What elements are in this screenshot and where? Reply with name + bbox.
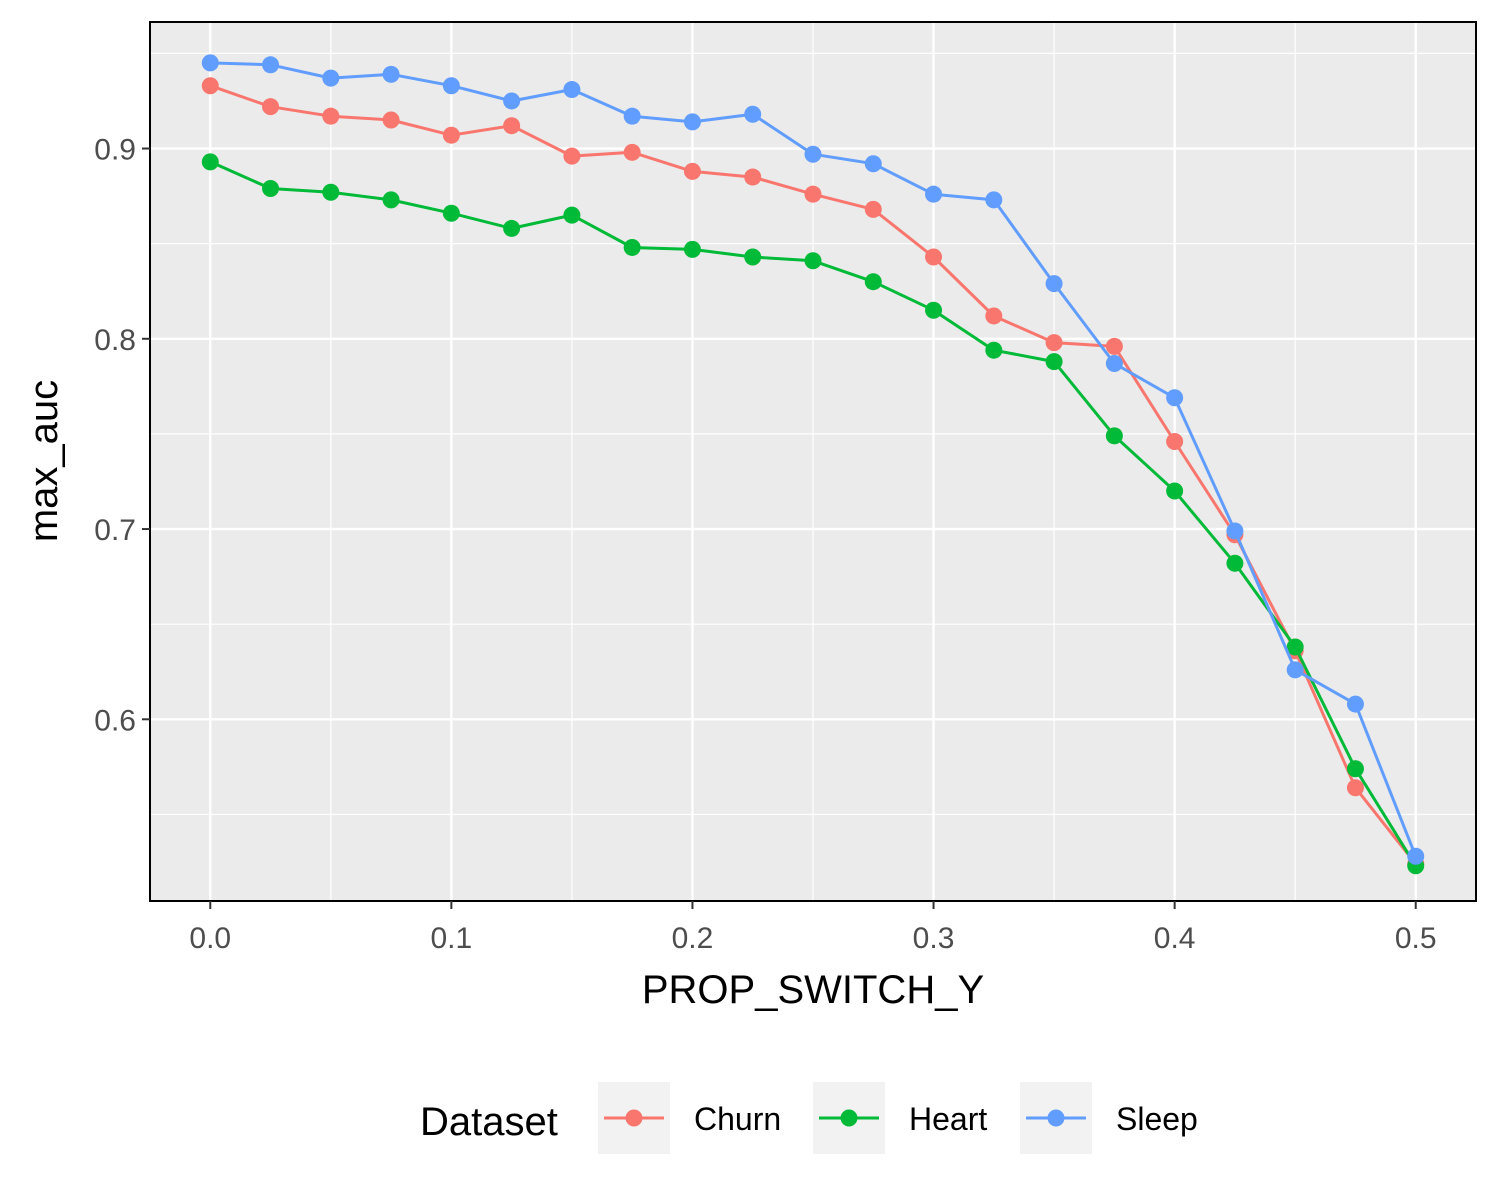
x-tick-label: 0.0 bbox=[189, 922, 231, 955]
data-point-churn bbox=[744, 168, 762, 186]
data-point-sleep bbox=[623, 107, 641, 125]
y-tick-label: 0.9 bbox=[94, 134, 136, 167]
data-point-heart bbox=[683, 240, 701, 258]
data-point-heart bbox=[1045, 353, 1063, 371]
data-point-churn bbox=[262, 98, 280, 116]
data-point-heart bbox=[1346, 760, 1364, 778]
data-point-heart bbox=[442, 204, 460, 222]
data-point-churn bbox=[1105, 337, 1123, 355]
y-axis-title: max_auc bbox=[22, 380, 66, 542]
data-point-churn bbox=[804, 185, 822, 203]
data-point-sleep bbox=[1407, 847, 1425, 865]
data-point-heart bbox=[985, 341, 1003, 359]
data-point-heart bbox=[503, 219, 521, 237]
data-point-heart bbox=[201, 153, 219, 171]
x-tick-label: 0.1 bbox=[431, 922, 473, 955]
x-tick-label: 0.5 bbox=[1395, 922, 1437, 955]
y-tick-label: 0.6 bbox=[94, 704, 136, 737]
data-point-heart bbox=[1286, 638, 1304, 656]
data-point-heart bbox=[925, 301, 943, 319]
data-point-churn bbox=[1045, 334, 1063, 352]
data-point-sleep bbox=[1105, 355, 1123, 373]
data-point-sleep bbox=[563, 81, 581, 99]
data-point-churn bbox=[925, 248, 943, 266]
data-point-heart bbox=[1166, 482, 1184, 500]
series-sleep bbox=[201, 54, 1425, 865]
data-point-heart bbox=[382, 191, 400, 209]
data-point-heart bbox=[1105, 427, 1123, 445]
data-point-sleep bbox=[201, 54, 219, 72]
data-point-churn bbox=[985, 307, 1003, 325]
x-tick-label: 0.3 bbox=[913, 922, 955, 955]
legend-item-churn: Churn bbox=[598, 1082, 781, 1154]
x-tick-label: 0.2 bbox=[672, 922, 714, 955]
series-layer bbox=[201, 54, 1425, 875]
data-point-sleep bbox=[864, 155, 882, 173]
axis-ticks: 0.0 0.1 0.2 0.3 0.4 0.5 0.6 0.7 0.8 0.9 bbox=[94, 134, 1436, 955]
data-point-sleep bbox=[1045, 275, 1063, 293]
data-point-churn bbox=[322, 107, 340, 125]
legend-label-sleep: Sleep bbox=[1116, 1101, 1198, 1137]
y-tick-label: 0.8 bbox=[94, 324, 136, 357]
data-point-heart bbox=[623, 238, 641, 256]
data-point-churn bbox=[1346, 779, 1364, 797]
legend-key-point-sleep bbox=[1047, 1109, 1065, 1127]
data-point-sleep bbox=[503, 92, 521, 110]
data-point-churn bbox=[683, 162, 701, 180]
data-point-sleep bbox=[1346, 695, 1364, 713]
legend: Dataset Churn Heart Sleep bbox=[420, 1082, 1198, 1154]
data-point-heart bbox=[864, 273, 882, 291]
data-point-heart bbox=[563, 206, 581, 224]
legend-item-sleep: Sleep bbox=[1020, 1082, 1198, 1154]
data-point-sleep bbox=[322, 69, 340, 87]
series-heart bbox=[201, 153, 1425, 875]
legend-item-heart: Heart bbox=[813, 1082, 987, 1154]
data-point-sleep bbox=[382, 65, 400, 83]
series-churn bbox=[201, 77, 1425, 873]
data-point-churn bbox=[382, 111, 400, 129]
data-point-sleep bbox=[744, 105, 762, 123]
data-point-sleep bbox=[925, 185, 943, 203]
data-point-churn bbox=[864, 200, 882, 218]
data-point-sleep bbox=[804, 145, 822, 163]
legend-title: Dataset bbox=[420, 1100, 558, 1144]
data-point-churn bbox=[201, 77, 219, 95]
data-point-churn bbox=[623, 143, 641, 161]
data-point-sleep bbox=[1286, 661, 1304, 679]
data-point-sleep bbox=[985, 191, 1003, 209]
data-point-sleep bbox=[683, 113, 701, 131]
legend-label-churn: Churn bbox=[694, 1101, 781, 1137]
data-point-sleep bbox=[262, 56, 280, 74]
legend-key-point-churn bbox=[625, 1109, 643, 1127]
data-point-heart bbox=[1226, 554, 1244, 572]
data-point-churn bbox=[563, 147, 581, 165]
data-point-churn bbox=[1166, 433, 1184, 451]
plot-border bbox=[149, 21, 1477, 902]
legend-key-point-heart bbox=[840, 1109, 858, 1127]
data-point-sleep bbox=[1166, 389, 1184, 407]
data-point-churn bbox=[442, 126, 460, 144]
x-tick-label: 0.4 bbox=[1154, 922, 1196, 955]
x-axis-title: PROP_SWITCH_Y bbox=[642, 968, 984, 1012]
y-tick-label: 0.7 bbox=[94, 514, 136, 547]
data-point-heart bbox=[804, 252, 822, 270]
data-point-churn bbox=[503, 117, 521, 135]
data-point-heart bbox=[322, 183, 340, 201]
legend-label-heart: Heart bbox=[909, 1101, 987, 1137]
data-point-heart bbox=[262, 179, 280, 197]
data-point-heart bbox=[744, 248, 762, 266]
data-point-sleep bbox=[1226, 522, 1244, 540]
data-point-sleep bbox=[442, 77, 460, 95]
